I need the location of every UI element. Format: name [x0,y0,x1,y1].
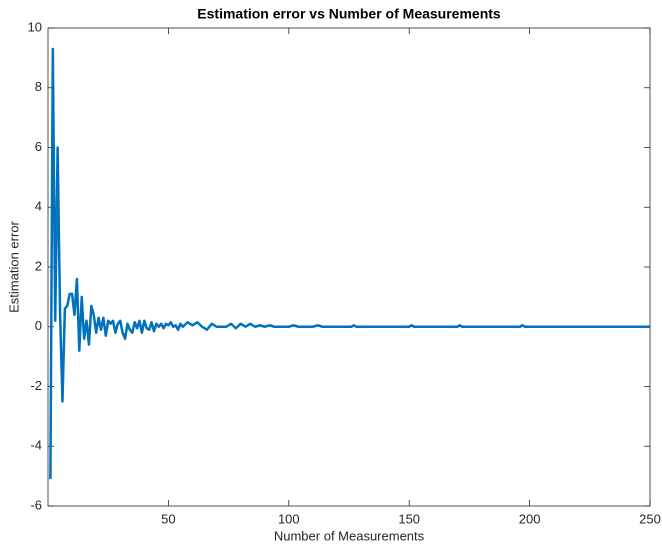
x-tick-label: 100 [278,511,300,526]
x-tick-label: 200 [519,511,541,526]
y-tick-label: 8 [35,79,42,94]
data-line [49,47,650,480]
y-tick-label: -2 [30,378,42,393]
chart-title: Estimation error vs Number of Measuremen… [197,6,501,22]
x-tick-label: 50 [161,511,175,526]
y-axis-label: Estimation error [6,220,21,312]
y-tick-label: 10 [28,19,42,34]
x-tick-label: 150 [398,511,420,526]
y-tick-label: -6 [30,497,42,512]
y-tick-label: -4 [30,438,42,453]
y-tick-label: 2 [35,258,42,273]
y-tick-label: 6 [35,139,42,154]
x-axis-label: Number of Measurements [274,528,425,543]
y-tick-label: 4 [35,199,42,214]
x-tick-label: 250 [639,511,661,526]
y-tick-label: 0 [35,318,42,333]
